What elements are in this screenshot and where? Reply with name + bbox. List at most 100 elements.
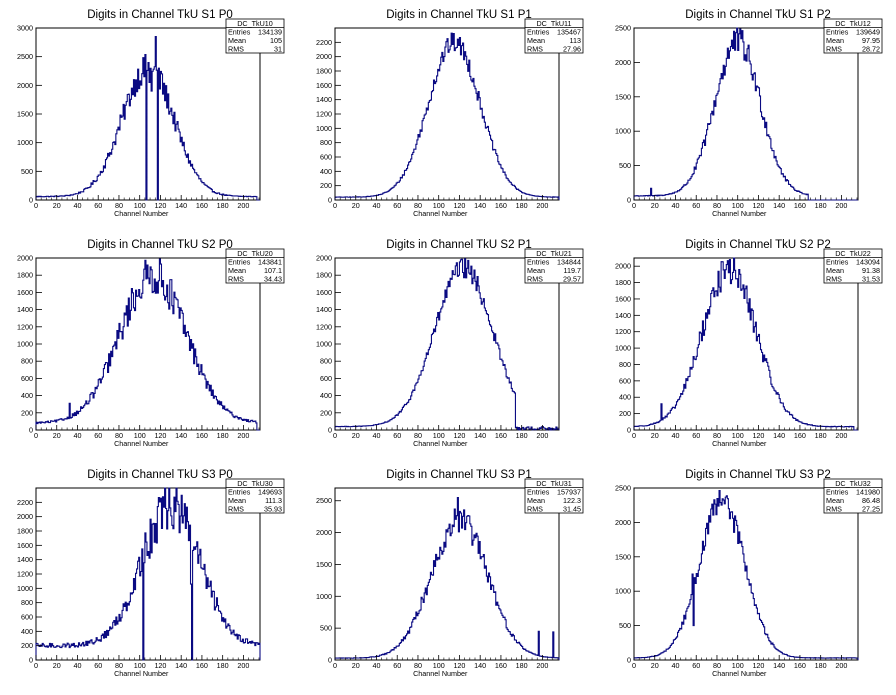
stats-name: DC_TkU22 xyxy=(835,249,871,258)
x-tick-label: 60 xyxy=(692,201,700,210)
stats-box xyxy=(823,18,883,54)
plot-frame xyxy=(35,27,261,201)
x-tick-label: 160 xyxy=(495,661,507,670)
x-tick-label: 200 xyxy=(835,431,847,440)
stats-label: RMS xyxy=(826,504,842,513)
stats-label: Mean xyxy=(826,266,844,275)
y-tick-label: 3000 xyxy=(17,24,33,33)
stats-value: 134139 xyxy=(258,27,282,36)
stats-label: Entries xyxy=(826,257,849,266)
y-tick-label: 0 xyxy=(627,426,631,435)
x-tick-label: 60 xyxy=(94,201,102,210)
y-tick-label: 200 xyxy=(320,408,332,417)
x-tick-label: 80 xyxy=(713,661,721,670)
x-tick-label: 20 xyxy=(53,201,61,210)
stats-name: DC_TkU12 xyxy=(835,19,871,28)
x-tick-label: 20 xyxy=(352,661,360,670)
stats-value: 34.43 xyxy=(264,274,282,283)
stats-value: 149693 xyxy=(258,487,282,496)
stats-box xyxy=(524,478,584,514)
stats-label: RMS xyxy=(527,44,543,53)
histogram-panel: Digits in Channel TkU S1 P0 0 20 40 60 80 100 1… xyxy=(17,9,285,218)
y-tick-label: 2000 xyxy=(615,262,631,271)
y-tick-label: 1600 xyxy=(17,541,33,550)
y-tick-label: 2000 xyxy=(615,518,631,527)
x-tick-label: 20 xyxy=(53,661,61,670)
histogram-series xyxy=(35,36,260,201)
x-tick-label: 40 xyxy=(372,431,380,440)
y-tick-label: 1200 xyxy=(316,110,332,119)
y-tick-label: 200 xyxy=(21,408,33,417)
x-tick-label: 160 xyxy=(196,661,208,670)
histogram-panel: Digits in Channel TkU S3 P2 0 20 40 60 80 100 1… xyxy=(615,469,883,678)
x-tick-label: 180 xyxy=(516,431,528,440)
y-tick-label: 200 xyxy=(320,181,332,190)
stats-label: Entries xyxy=(228,257,251,266)
x-tick-label: 20 xyxy=(352,201,360,210)
x-tick-label: 80 xyxy=(414,431,422,440)
x-tick-label: 140 xyxy=(175,661,187,670)
x-tick-label: 180 xyxy=(815,201,827,210)
stats-label: Entries xyxy=(826,487,849,496)
x-tick-label: 60 xyxy=(692,431,700,440)
stats-label: Entries xyxy=(527,257,550,266)
stats-label: RMS xyxy=(228,44,244,53)
x-tick-label: 100 xyxy=(134,661,146,670)
x-tick-label: 160 xyxy=(196,201,208,210)
stats-label: RMS xyxy=(228,274,244,283)
x-tick-label: 100 xyxy=(134,201,146,210)
y-tick-label: 600 xyxy=(21,613,33,622)
y-tick-label: 2000 xyxy=(17,254,33,263)
y-tick-label: 1000 xyxy=(615,127,631,136)
x-tick-label: 20 xyxy=(651,661,659,670)
y-tick-label: 1800 xyxy=(17,527,33,536)
y-tick-label: 1400 xyxy=(17,305,33,314)
x-tick-label: 0 xyxy=(34,661,38,670)
histogram-panel: Digits in Channel TkU S2 P1 0 20 40 60 80 100 1… xyxy=(316,239,584,448)
x-tick-label: 180 xyxy=(217,431,229,440)
x-tick-label: 200 xyxy=(536,431,548,440)
x-axis-label: Channel Number xyxy=(114,209,169,218)
y-tick-label: 1600 xyxy=(316,288,332,297)
x-tick-label: 100 xyxy=(433,661,445,670)
x-tick-label: 40 xyxy=(671,661,679,670)
y-tick-label: 1400 xyxy=(615,311,631,320)
y-tick-label: 1500 xyxy=(615,92,631,101)
x-tick-label: 120 xyxy=(752,431,764,440)
stats-box xyxy=(823,478,883,514)
histogram-series xyxy=(35,487,261,661)
x-tick-label: 120 xyxy=(453,201,465,210)
y-tick-label: 400 xyxy=(21,627,33,636)
stats-value: 105 xyxy=(270,36,282,45)
stats-label: Mean xyxy=(826,36,844,45)
x-tick-label: 100 xyxy=(732,661,744,670)
y-tick-label: 400 xyxy=(320,167,332,176)
y-tick-label: 400 xyxy=(619,393,631,402)
stats-name: DC_TkU30 xyxy=(237,479,273,488)
stats-value: 31.45 xyxy=(563,504,581,513)
x-tick-label: 80 xyxy=(713,431,721,440)
y-tick-label: 1600 xyxy=(316,81,332,90)
plot-frame xyxy=(334,27,560,201)
y-tick-label: 1600 xyxy=(17,288,33,297)
x-tick-label: 120 xyxy=(154,661,166,670)
histogram-series xyxy=(35,258,260,431)
stats-box xyxy=(225,248,285,284)
y-tick-label: 2000 xyxy=(615,58,631,67)
x-tick-label: 60 xyxy=(393,661,401,670)
y-tick-label: 200 xyxy=(21,641,33,650)
histogram-series xyxy=(633,27,858,201)
x-axis-label: Channel Number xyxy=(114,669,169,678)
stats-value: 139649 xyxy=(856,27,880,36)
stats-value: 111.3 xyxy=(265,496,282,505)
x-tick-label: 200 xyxy=(237,431,249,440)
stats-value: 27.25 xyxy=(862,504,880,513)
y-tick-label: 2500 xyxy=(316,496,332,505)
y-tick-label: 800 xyxy=(619,360,631,369)
x-tick-label: 200 xyxy=(237,201,249,210)
x-tick-label: 180 xyxy=(815,661,827,670)
stats-label: Mean xyxy=(527,496,545,505)
x-tick-label: 80 xyxy=(414,661,422,670)
plot-frame xyxy=(334,257,560,431)
x-tick-label: 100 xyxy=(732,431,744,440)
